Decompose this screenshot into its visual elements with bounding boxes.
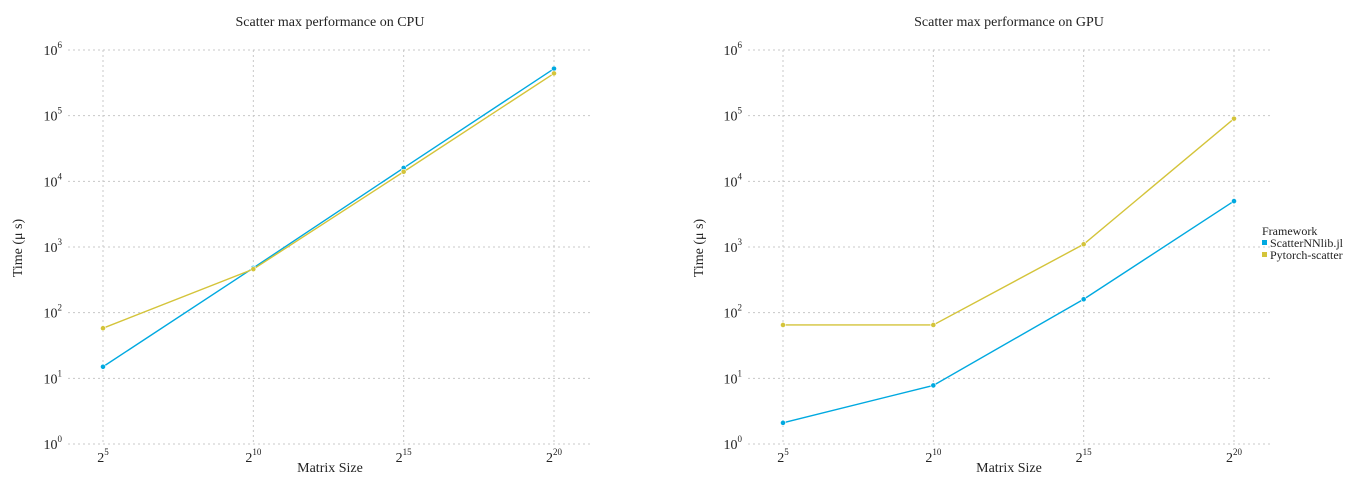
data-point xyxy=(930,322,937,328)
x-tick-label: 25 xyxy=(97,447,109,466)
y-tick-label: 106 xyxy=(724,40,743,59)
data-point xyxy=(1080,296,1087,303)
series-line-scatternnlib xyxy=(102,68,555,368)
series-line-scatternnlib xyxy=(782,200,1235,424)
y-tick-label: 104 xyxy=(724,171,743,190)
y-tick-label: 103 xyxy=(44,237,63,256)
data-point xyxy=(780,322,786,328)
y-tick-label: 102 xyxy=(44,303,63,322)
data-point xyxy=(1231,198,1237,205)
y-tick-label: 103 xyxy=(724,237,743,256)
data-point xyxy=(100,363,106,370)
x-tick-label: 25 xyxy=(777,447,789,466)
legend-label: Pytorch-scatter xyxy=(1270,248,1343,262)
y-tick-label: 100 xyxy=(724,434,743,453)
y-tick-label: 102 xyxy=(724,303,743,322)
y-tick-label: 105 xyxy=(44,106,63,125)
x-tick-label: 220 xyxy=(546,447,563,466)
y-tick-label: 105 xyxy=(724,106,743,125)
data-point xyxy=(930,382,937,389)
series-layer xyxy=(100,65,557,370)
x-tick-label: 215 xyxy=(396,447,413,466)
x-axis-ticks: 25 210 215 220 xyxy=(97,447,562,466)
data-point xyxy=(551,65,557,72)
data-point xyxy=(400,168,407,175)
chart-title: Scatter max performance on CPU xyxy=(236,15,425,30)
legend-swatch xyxy=(1262,252,1267,257)
data-point xyxy=(780,419,786,426)
chart-gpu: Scatter max performance on GPU 100 101 102… xyxy=(692,15,1272,476)
y-tick-label: 104 xyxy=(44,171,63,190)
data-point xyxy=(250,266,257,273)
grid xyxy=(748,49,1272,445)
y-axis-label: Time (μ s) xyxy=(11,219,26,278)
grid xyxy=(68,49,592,445)
data-point xyxy=(551,70,557,77)
x-axis-label: Matrix Size xyxy=(297,461,363,476)
data-point xyxy=(100,325,106,332)
y-axis-ticks: 100 101 102 103 104 105 106 xyxy=(44,40,63,453)
series-layer xyxy=(780,115,1237,426)
y-tick-label: 101 xyxy=(44,368,63,387)
legend-title: Framework xyxy=(1262,224,1317,238)
legend-swatch xyxy=(1262,240,1267,245)
x-tick-label: 210 xyxy=(925,447,942,466)
y-axis-label: Time (μ s) xyxy=(692,219,707,278)
x-tick-label: 210 xyxy=(245,447,261,466)
y-tick-label: 100 xyxy=(44,434,63,453)
x-axis-label: Matrix Size xyxy=(976,461,1042,476)
x-axis-ticks: 25 210 215 220 xyxy=(777,447,1242,466)
y-tick-label: 106 xyxy=(44,40,63,59)
x-tick-label: 215 xyxy=(1076,447,1093,466)
x-tick-label: 220 xyxy=(1226,447,1243,466)
chart-title: Scatter max performance on GPU xyxy=(914,15,1104,30)
series-line-pytorch-scatter xyxy=(783,118,1235,326)
y-tick-label: 101 xyxy=(724,368,743,387)
y-axis-ticks: 100 101 102 103 104 105 106 xyxy=(724,40,743,453)
chart-cpu: Scatter max performance on CPU 100 101 102… xyxy=(11,15,592,476)
data-point xyxy=(1231,115,1237,122)
series-line-pytorch-scatter xyxy=(102,72,555,329)
data-point xyxy=(1080,241,1087,248)
legend-label: ScatterNNlib.jl xyxy=(1270,236,1344,250)
